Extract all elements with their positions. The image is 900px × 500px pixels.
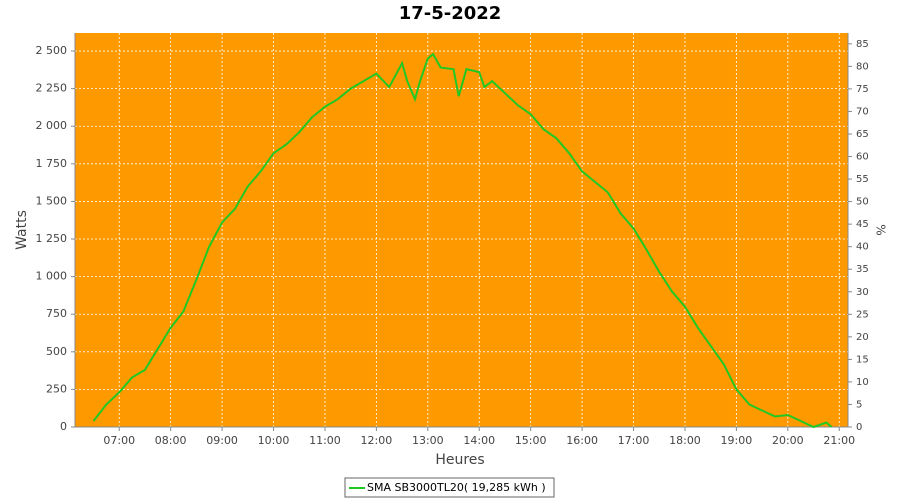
y2-tick-label: 0 <box>856 422 862 433</box>
x-tick-label: 11:00 <box>309 434 341 447</box>
y-tick-label: 750 <box>46 307 67 320</box>
x-tick-label: 14:00 <box>463 434 495 447</box>
y-tick-label: 2 000 <box>36 119 68 132</box>
y2-axis-label: % <box>874 224 888 235</box>
y-tick-label: 1 750 <box>36 157 68 170</box>
x-tick-label: 21:00 <box>823 434 855 447</box>
y2-tick-label: 65 <box>856 129 869 140</box>
y2-tick-label: 40 <box>856 242 869 253</box>
y2-tick-label: 45 <box>856 219 869 230</box>
x-tick-label: 13:00 <box>412 434 444 447</box>
y2-tick-label: 70 <box>856 106 869 117</box>
chart-title: 17-5-2022 <box>399 3 502 24</box>
y2-tick-label: 55 <box>856 174 869 185</box>
y-axis-label: Watts <box>14 210 30 250</box>
y-tick-label: 1 500 <box>36 194 68 207</box>
x-axis-label: Heures <box>435 452 484 468</box>
plot-area <box>75 33 848 427</box>
x-tick-label: 17:00 <box>618 434 650 447</box>
y2-tick-label: 25 <box>856 309 869 320</box>
legend <box>344 477 555 498</box>
x-tick-label: 09:00 <box>206 434 238 447</box>
x-tick-label: 12:00 <box>361 434 393 447</box>
y-tick-label: 0 <box>60 420 67 433</box>
line-series <box>92 52 833 429</box>
x-tick-label: 15:00 <box>515 434 547 447</box>
y2-tick-label: 10 <box>856 377 869 388</box>
x-tick-label: 19:00 <box>721 434 753 447</box>
y-tick-label: 2 500 <box>36 44 68 57</box>
y2-tick-label: 50 <box>856 197 869 208</box>
x-tick-label: 07:00 <box>103 434 135 447</box>
x-tick-label: 20:00 <box>772 434 804 447</box>
y2-tick-label: 30 <box>856 287 869 298</box>
x-tick-label: 16:00 <box>566 434 598 447</box>
x-tick-label: 10:00 <box>258 434 290 447</box>
y-tick-label: 1 000 <box>36 270 68 283</box>
y-tick-label: 2 250 <box>36 82 68 95</box>
y-tick-label: 250 <box>46 382 67 395</box>
y2-tick-label: 20 <box>856 332 869 343</box>
y2-tick-label: 5 <box>856 399 862 410</box>
y2-tick-label: 15 <box>856 354 869 365</box>
x-tick-label: 08:00 <box>155 434 187 447</box>
x-tick-label: 18:00 <box>669 434 701 447</box>
y-tick-label: 500 <box>46 345 67 358</box>
y2-tick-label: 85 <box>856 39 869 50</box>
y-tick-label: 1 250 <box>36 232 68 245</box>
y2-tick-label: 80 <box>856 61 869 72</box>
legend-label: SMA SB3000TL20( 19,285 kWh ) <box>367 481 546 494</box>
y2-tick-label: 60 <box>856 152 869 163</box>
y2-tick-label: 75 <box>856 84 869 95</box>
y2-tick-label: 35 <box>856 264 869 275</box>
